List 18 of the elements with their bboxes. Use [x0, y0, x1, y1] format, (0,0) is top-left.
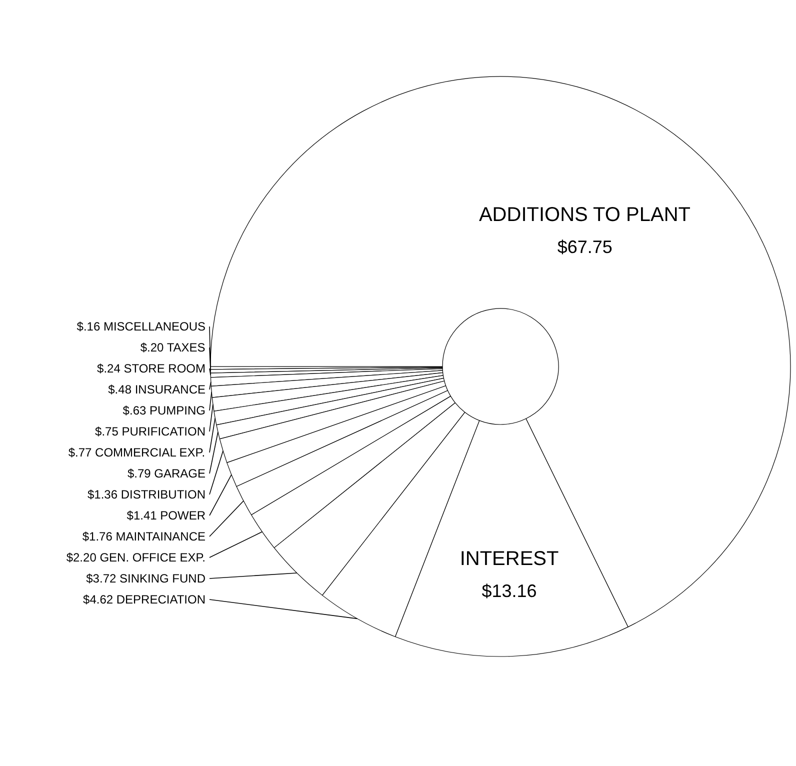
slice-label: $1.41 POWER	[126, 508, 206, 522]
slice-label: INTEREST	[460, 548, 559, 570]
slice-label: $.16 MISCELLANEOUS	[76, 320, 206, 334]
slice-label: $.75 PURIFICATION	[95, 424, 206, 438]
slice-label: $.24 STORE ROOM	[97, 362, 206, 376]
slice-label: $2.20 GEN. OFFICE EXP.	[66, 550, 206, 564]
slice-label: $.20 TAXES	[140, 340, 206, 354]
slice-label: $3.72 SINKING FUND	[86, 572, 206, 586]
slice-label: $.63 PUMPING	[122, 404, 206, 418]
slice-label: $4.62 DEPRECIATION	[83, 592, 206, 606]
slice-label: $.77 COMMERCIAL EXP.	[68, 446, 206, 460]
slice-label: $1.76 MAINTAINANCE	[82, 530, 206, 544]
slice-label: ADDITIONS TO PLANT	[478, 204, 690, 226]
data-label: $13.16	[482, 581, 537, 602]
slice-label: $.48 INSURANCE	[108, 382, 206, 396]
slice-label: $.79 GARAGE	[127, 466, 206, 480]
slice-label: $1.36 DISTRIBUTION	[87, 488, 206, 502]
data-label: $67.75	[557, 237, 612, 258]
